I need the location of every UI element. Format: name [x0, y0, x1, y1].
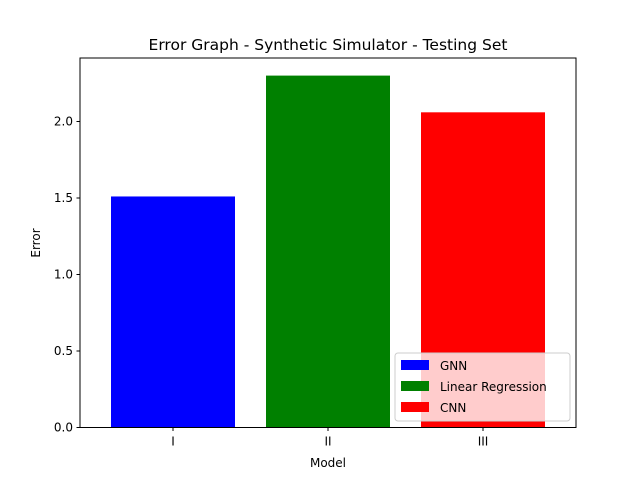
legend-label: GNN [440, 359, 467, 373]
legend-label: Linear Regression [440, 380, 547, 394]
y-tick-label: 0.0 [54, 421, 73, 435]
x-axis-ticks: I II III [171, 427, 489, 449]
legend-swatch [401, 402, 429, 412]
x-axis-label: Model [310, 456, 346, 470]
y-axis-ticks: 0.0 0.5 1.0 1.5 2.0 [54, 114, 80, 435]
legend: GNN Linear Regression CNN [394, 352, 571, 422]
bars [111, 75, 545, 428]
y-tick-label: 2.0 [54, 114, 73, 128]
y-tick-label: 1.0 [54, 267, 73, 281]
x-tick-label: II [324, 435, 331, 449]
chart-title: Error Graph - Synthetic Simulator - Test… [149, 36, 508, 54]
y-tick-label: 0.5 [54, 344, 73, 358]
x-tick-label: I [171, 435, 175, 449]
plot-frame [79, 57, 577, 428]
legend-swatch [401, 360, 429, 370]
y-tick-label: 1.5 [54, 191, 73, 205]
legend-label: CNN [440, 401, 466, 415]
x-tick-label: III [478, 435, 489, 449]
y-axis-label: Error [29, 228, 43, 257]
legend-frame [394, 352, 571, 422]
legend-swatch [401, 381, 429, 391]
bar-II [266, 75, 390, 428]
bar-I [111, 196, 235, 428]
